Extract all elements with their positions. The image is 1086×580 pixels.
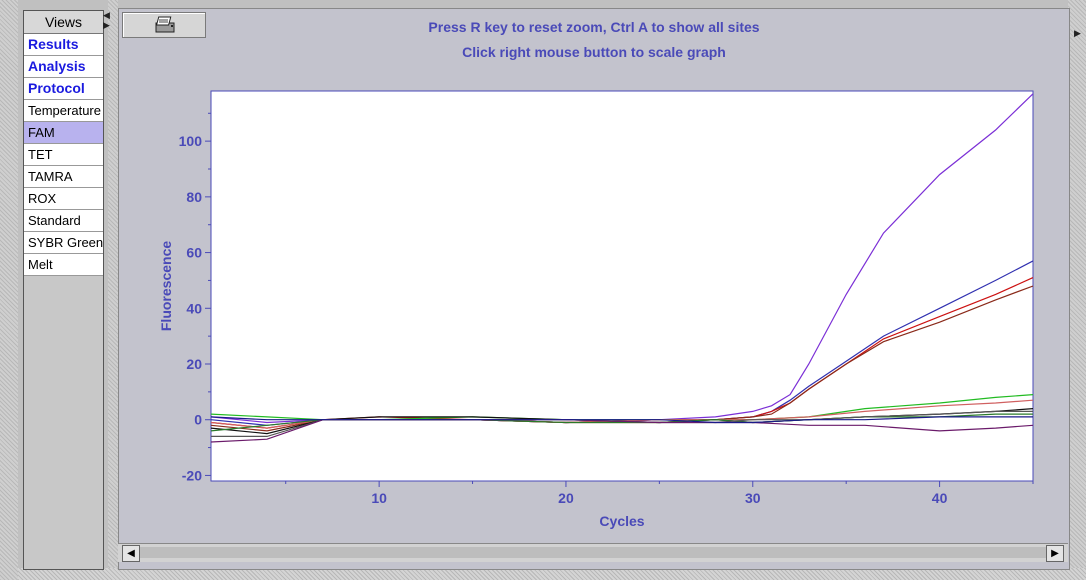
view-item-rox[interactable]: ROX — [24, 188, 103, 210]
scroll-left-button[interactable]: ◀ — [122, 545, 140, 562]
view-item-results[interactable]: Results — [24, 34, 103, 56]
scroll-right-button[interactable]: ▶ — [1046, 545, 1064, 562]
view-item-melt[interactable]: Melt — [24, 254, 103, 276]
view-item-tamra[interactable]: TAMRA — [24, 166, 103, 188]
left-frame-border — [0, 0, 18, 580]
view-item-standard[interactable]: Standard — [24, 210, 103, 232]
x-axis-label: Cycles — [599, 513, 644, 529]
y-tick-label: 0 — [194, 412, 202, 428]
scroll-track[interactable] — [140, 547, 1046, 558]
y-tick-label: -20 — [182, 467, 202, 483]
y-tick-label: 60 — [186, 245, 202, 261]
y-tick-label: 40 — [186, 300, 202, 316]
x-tick-label: 30 — [745, 490, 761, 506]
zoom-instruction: Press R key to reset zoom, Ctrl A to sho… — [428, 19, 760, 35]
x-tick-label: 10 — [371, 490, 387, 506]
x-tick-label: 40 — [932, 490, 948, 506]
view-item-sybr-green[interactable]: SYBR Green — [24, 232, 103, 254]
y-tick-label: 80 — [186, 189, 202, 205]
right-frame-border — [1068, 0, 1086, 575]
y-tick-label: 20 — [186, 356, 202, 372]
y-axis-label: Fluorescence — [158, 241, 174, 331]
scale-instruction: Click right mouse button to scale graph — [462, 44, 726, 60]
splitter-arrows[interactable]: ◀ ▶ — [103, 10, 110, 30]
views-header: Views — [24, 11, 103, 34]
fluorescence-chart[interactable]: -20 0 20 40 60 80 100 10 20 30 40 Cycles Fluorescenc… — [119, 9, 1069, 544]
view-item-analysis[interactable]: Analysis — [24, 56, 103, 78]
printer-icon — [155, 16, 175, 33]
views-panel: Views Results Analysis Protocol Temperature… — [23, 10, 104, 570]
series-line-11 — [211, 416, 1033, 424]
horizontal-scrollbar[interactable]: ◀ ▶ — [118, 543, 1068, 562]
graph-panel: Press R key to reset zoom, Ctrl A to sho… — [118, 8, 1070, 570]
view-item-fam[interactable]: FAM — [24, 122, 103, 144]
expand-right-icon[interactable]: ▶ — [103, 20, 110, 30]
expand-right-panel-icon[interactable]: ▶ — [1074, 28, 1081, 38]
print-button[interactable] — [122, 12, 206, 38]
view-item-tet[interactable]: TET — [24, 144, 103, 166]
x-tick-label: 20 — [558, 490, 574, 506]
collapse-left-icon[interactable]: ◀ — [103, 10, 110, 20]
view-item-temperature[interactable]: Temperature — [24, 100, 103, 122]
bottom-frame-border — [18, 568, 1086, 580]
splitter-bar[interactable] — [108, 0, 118, 575]
view-item-protocol[interactable]: Protocol — [24, 78, 103, 100]
y-tick-label: 100 — [179, 133, 203, 149]
views-list: Results Analysis Protocol Temperature FAM TET… — [24, 34, 103, 276]
